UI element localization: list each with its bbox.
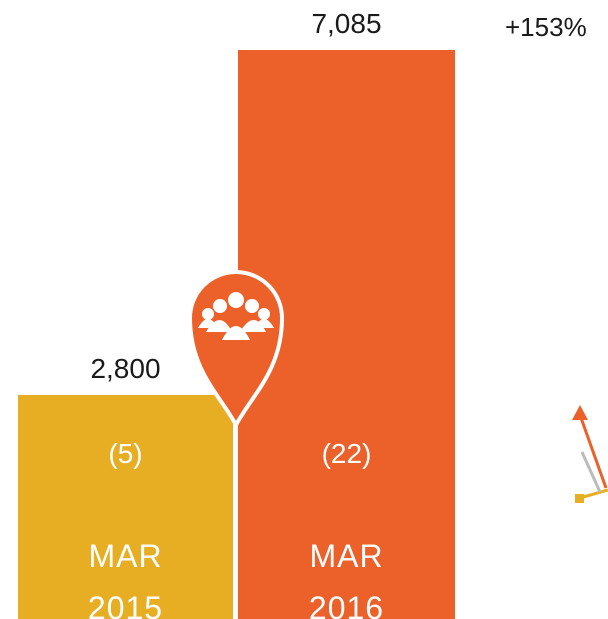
annotation: +153%: [505, 12, 587, 42]
trend-icon: [572, 405, 608, 503]
category-label: MAR 2016: [308, 538, 385, 619]
category-label: MAR 2015: [87, 538, 164, 619]
people-icon: [198, 292, 274, 340]
count-label: (5): [108, 438, 143, 469]
value-label: 2,800: [90, 352, 161, 384]
count-label: (22): [321, 438, 372, 469]
pin: [187, 270, 285, 430]
value-label: 7,085: [311, 8, 382, 39]
bar: [18, 394, 233, 619]
